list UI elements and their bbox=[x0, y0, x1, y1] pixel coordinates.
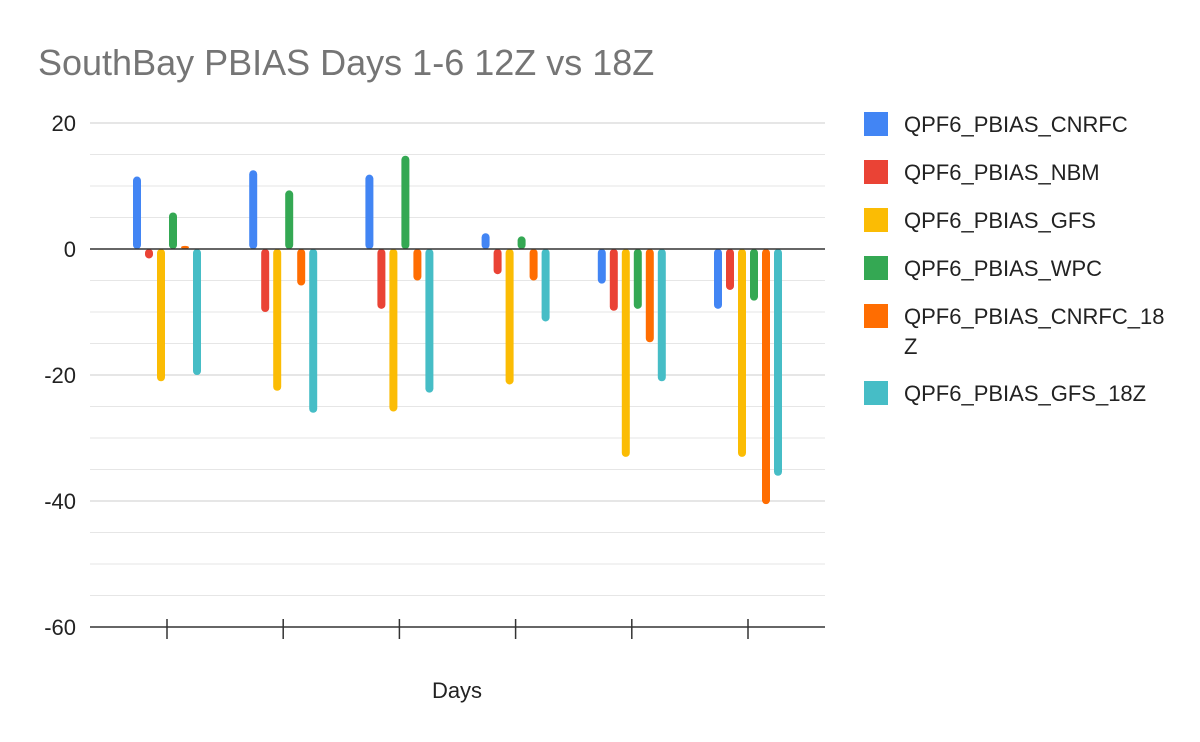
legend-label: QPF6_PBIAS_CNRFC_18 Z bbox=[904, 304, 1164, 359]
legend-swatch bbox=[864, 256, 888, 280]
legend-swatch bbox=[864, 160, 888, 184]
bar bbox=[297, 249, 306, 286]
bar bbox=[261, 249, 270, 312]
x-axis-label: Days bbox=[432, 678, 482, 703]
legend-label: QPF6_PBIAS_GFS bbox=[904, 208, 1096, 233]
bar bbox=[609, 249, 618, 311]
y-tick-label: -60 bbox=[44, 615, 76, 640]
y-tick-label: -20 bbox=[44, 363, 76, 388]
bar bbox=[481, 233, 490, 249]
legend-label: QPF6_PBIAS_CNRFC bbox=[904, 112, 1128, 137]
bar bbox=[762, 249, 770, 505]
bar bbox=[645, 249, 654, 343]
bar bbox=[133, 176, 141, 249]
legend-swatch bbox=[864, 304, 888, 328]
bar bbox=[249, 170, 258, 249]
bar bbox=[621, 249, 630, 457]
legend-swatch bbox=[864, 112, 888, 136]
bar bbox=[157, 249, 165, 382]
bar bbox=[597, 249, 606, 284]
y-axis-ticks: 20 0 -20 -40 -60 bbox=[44, 111, 76, 640]
chart-title: SouthBay PBIAS Days 1-6 12Z vs 18Z bbox=[38, 42, 654, 83]
y-tick-label: 20 bbox=[52, 111, 76, 136]
bar bbox=[309, 249, 318, 413]
bar bbox=[738, 249, 746, 457]
bar bbox=[633, 249, 642, 309]
bar bbox=[169, 212, 177, 249]
legend-label: QPF6_PBIAS_NBM bbox=[904, 160, 1100, 185]
bar bbox=[145, 249, 153, 259]
legend-label: QPF6_PBIAS_WPC bbox=[904, 256, 1102, 281]
bar bbox=[389, 249, 398, 412]
bar bbox=[493, 249, 502, 275]
bar bbox=[377, 249, 386, 309]
bar bbox=[750, 249, 758, 301]
bar bbox=[657, 249, 666, 382]
bar bbox=[365, 174, 374, 249]
bar bbox=[517, 236, 526, 249]
bar bbox=[541, 249, 550, 322]
bar bbox=[181, 245, 189, 249]
bar bbox=[425, 249, 434, 393]
bar bbox=[413, 249, 422, 281]
y-tick-label: 0 bbox=[64, 237, 76, 262]
bar bbox=[285, 190, 294, 249]
bars bbox=[133, 155, 782, 505]
bar bbox=[714, 249, 722, 309]
bar bbox=[401, 155, 410, 249]
y-tick-label: -40 bbox=[44, 489, 76, 514]
legend-swatch bbox=[864, 208, 888, 232]
bar bbox=[193, 249, 201, 375]
axes bbox=[90, 248, 825, 639]
bar bbox=[726, 249, 734, 290]
legend-label: QPF6_PBIAS_GFS_18Z bbox=[904, 381, 1146, 406]
bar bbox=[774, 249, 782, 476]
bar bbox=[505, 249, 514, 385]
legend-swatch bbox=[864, 381, 888, 405]
bar bbox=[273, 249, 282, 391]
bar bbox=[529, 249, 538, 281]
legend: QPF6_PBIAS_CNRFC QPF6_PBIAS_NBM QPF6_PBIAS… bbox=[864, 112, 1164, 406]
